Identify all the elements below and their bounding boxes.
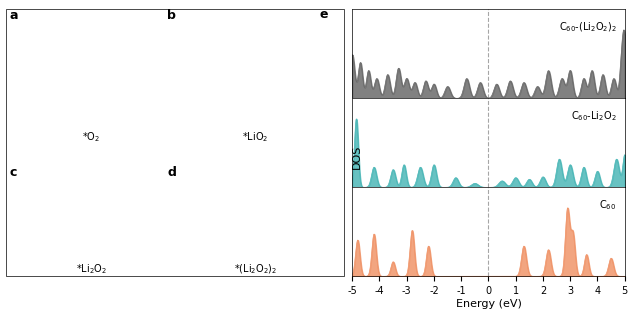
Text: b: b: [167, 9, 176, 22]
Text: *Li$_2$O$_2$: *Li$_2$O$_2$: [76, 262, 107, 276]
Text: c: c: [9, 166, 17, 179]
Text: *(Li$_2$O$_2$)$_2$: *(Li$_2$O$_2$)$_2$: [234, 263, 277, 276]
Text: *LiO$_2$: *LiO$_2$: [242, 130, 269, 144]
Text: C$_{60}$: C$_{60}$: [599, 198, 616, 212]
Text: *O$_2$: *O$_2$: [83, 130, 100, 144]
X-axis label: Energy (eV): Energy (eV): [456, 299, 521, 309]
Text: d: d: [167, 166, 176, 179]
Text: DOS: DOS: [351, 145, 362, 169]
Text: e: e: [319, 8, 328, 21]
Text: a: a: [9, 9, 18, 22]
Text: C$_{60}$-Li$_2$O$_2$: C$_{60}$-Li$_2$O$_2$: [571, 109, 616, 123]
Text: C$_{60}$-(Li$_2$O$_2$)$_2$: C$_{60}$-(Li$_2$O$_2$)$_2$: [558, 20, 616, 34]
